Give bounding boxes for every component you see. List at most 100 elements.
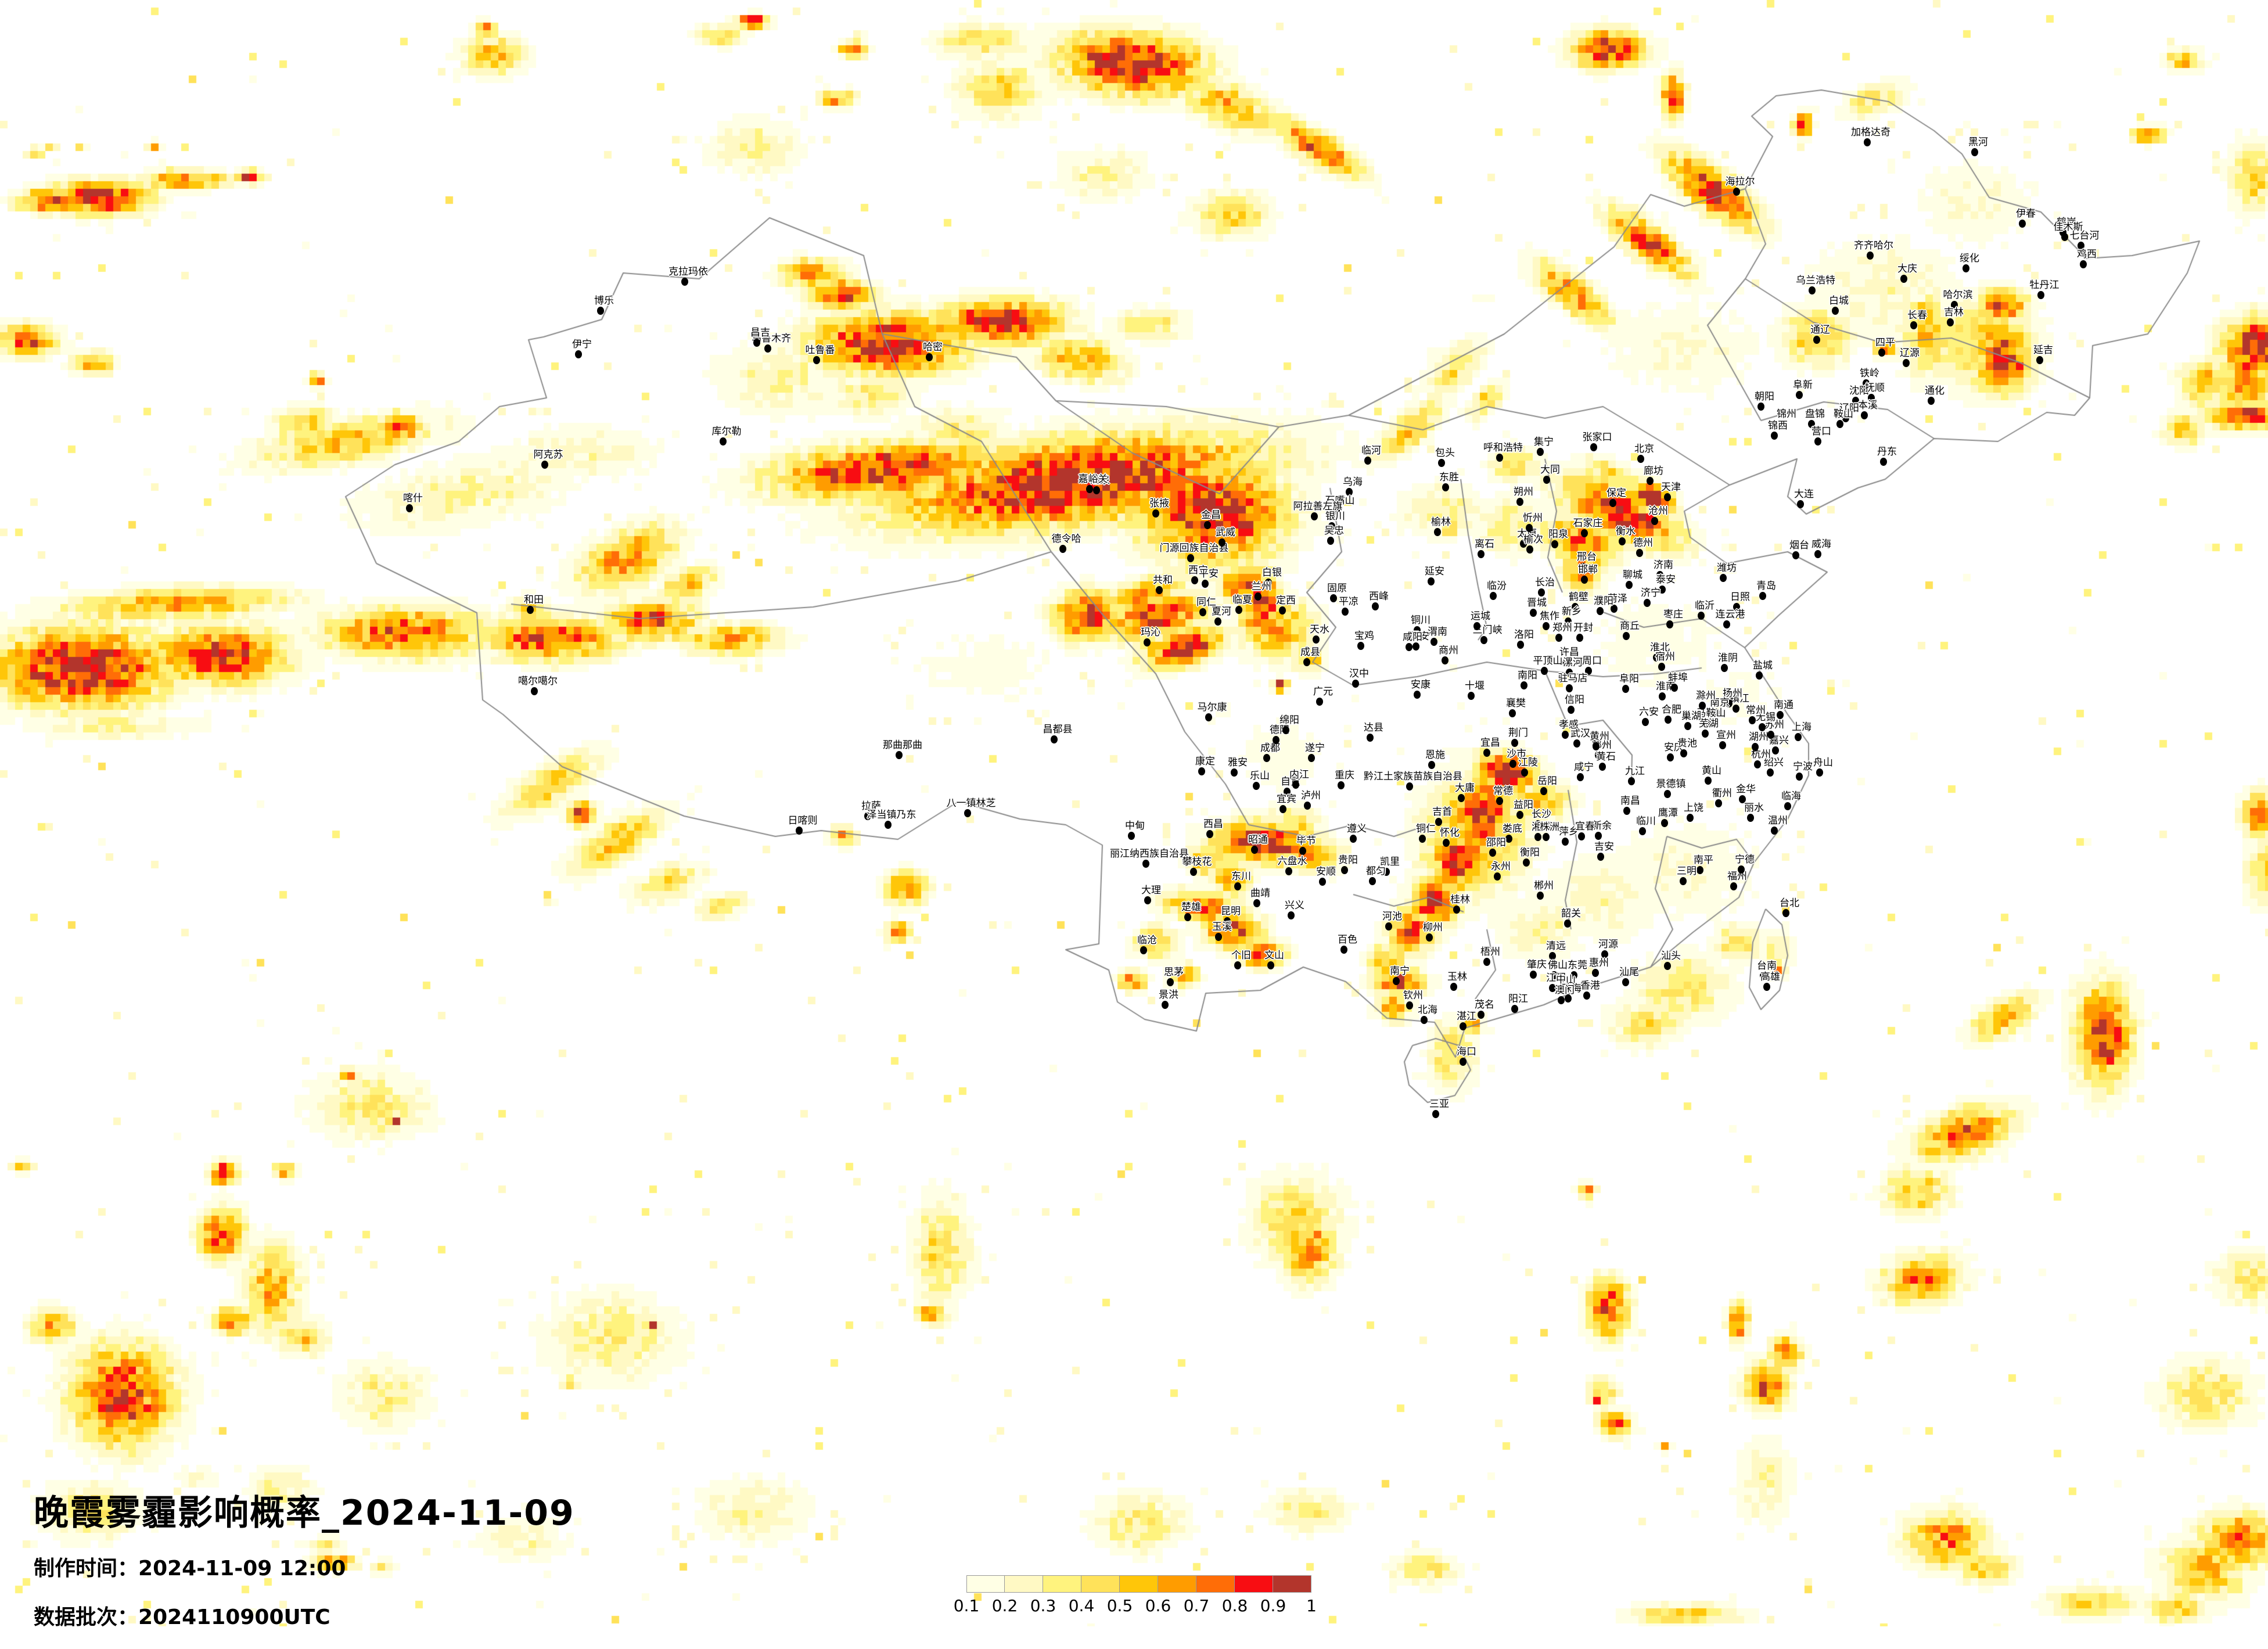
city-label: 宜昌 [1480, 737, 1500, 749]
city-label: 台南 [1757, 960, 1777, 972]
city-dot [1338, 781, 1345, 789]
city-dot [575, 350, 582, 358]
city-dot [1421, 1016, 1428, 1024]
city-dot [1453, 906, 1460, 914]
city-dot [1253, 782, 1260, 790]
city-label: 都匀 [1366, 865, 1386, 877]
city-dot [1816, 768, 1823, 777]
legend-tick-label: 0.9 [1260, 1596, 1286, 1615]
city-label: 鹰潭 [1658, 807, 1678, 819]
city-label: 东莞 [1568, 960, 1587, 971]
city-dot [1330, 594, 1337, 602]
city-dot [1383, 868, 1390, 876]
city-dot [1637, 455, 1644, 463]
city-label: 恩施 [1425, 749, 1445, 761]
city-dot [1733, 705, 1739, 713]
city-dot [1639, 827, 1646, 835]
city-dot [597, 307, 604, 315]
city-label: 孝感 [1559, 719, 1579, 731]
city-label: 洛阳 [1514, 629, 1534, 641]
city-dot [1581, 529, 1588, 537]
city-dot [1311, 512, 1318, 520]
city-dot [1777, 711, 1784, 719]
city-label: 成县 [1300, 646, 1320, 658]
city-dot [1434, 528, 1441, 536]
city-label: 宁德 [1735, 854, 1755, 865]
city-label: 宿州 [1655, 651, 1675, 663]
city-label: 佛山 [1548, 960, 1568, 971]
city-dot [1698, 612, 1705, 620]
city-dot [1460, 1022, 1467, 1030]
city-dot [1590, 443, 1597, 451]
city-label: 大连 [1794, 488, 1814, 500]
city-dot [1573, 739, 1580, 748]
city-label: 湘潭 [1532, 821, 1551, 833]
city-dot [1642, 718, 1649, 726]
city-label: 信阳 [1565, 694, 1584, 706]
city-label: 东川 [1231, 871, 1251, 882]
city-label: 南京 [1710, 697, 1730, 709]
city-label: 廊坊 [1644, 465, 1663, 477]
city-dot [1478, 550, 1485, 558]
city-label: 清远 [1546, 940, 1566, 952]
city-dot [1626, 581, 1633, 589]
city-dot [1842, 414, 1849, 422]
city-label: 盘锦 [1805, 408, 1825, 420]
city-dot [1664, 493, 1671, 501]
city-dot [1517, 641, 1524, 649]
city-label: 三明 [1677, 865, 1696, 877]
city-label: 衡阳 [1520, 847, 1540, 858]
city-label: 澳门 [1555, 985, 1575, 996]
city-dot [1273, 736, 1279, 744]
city-label: 日照 [1730, 591, 1750, 603]
city-dot [1796, 391, 1803, 399]
city-dot [1215, 933, 1222, 941]
city-label: 博乐 [594, 295, 614, 307]
city-label: 渭南 [1428, 626, 1447, 638]
city-dot [1733, 188, 1740, 196]
city-label: 聊城 [1623, 569, 1642, 581]
city-label: 八一镇林芝 [946, 797, 996, 809]
city-label: 宜春 [1575, 821, 1595, 832]
city-dot [1658, 663, 1665, 671]
legend-tick-label: 0.4 [1068, 1596, 1095, 1615]
city-label: 昌吉 [750, 327, 770, 339]
city-label: 噶尔噶尔 [518, 676, 558, 687]
city-dot [1928, 397, 1935, 405]
city-dot [796, 827, 803, 835]
city-label: 临河 [1361, 445, 1381, 457]
city-dot [1581, 576, 1588, 584]
city-dot [1784, 802, 1791, 810]
city-label: 大理 [1141, 885, 1161, 896]
city-label: 温州 [1768, 815, 1788, 827]
city-label: 乌兰浩特 [1796, 275, 1835, 286]
city-label: 海拉尔 [1725, 176, 1755, 188]
city-label: 柳州 [1423, 922, 1443, 933]
city-label: 郴州 [1534, 880, 1554, 892]
city-dot [1623, 807, 1630, 815]
city-label: 遂宁 [1305, 742, 1325, 754]
city-dot [1263, 754, 1270, 762]
city-label: 哈密 [923, 342, 943, 353]
city-label: 济南 [1654, 559, 1673, 571]
city-dot [1204, 521, 1211, 529]
city-label: 咸宁 [1574, 761, 1594, 773]
city-dot [2037, 291, 2044, 299]
city-label: 哈尔滨 [1943, 289, 1973, 301]
city-dot [1543, 622, 1550, 630]
city-dot [1206, 830, 1213, 838]
city-dot [1705, 777, 1712, 785]
city-label: 锦西 [1768, 420, 1788, 432]
city-label: 朔州 [1514, 486, 1533, 498]
city-dot [1438, 459, 1445, 467]
city-label: 加格达奇 [1851, 127, 1890, 138]
city-dot [964, 809, 971, 817]
city-dot [1947, 318, 1954, 326]
city-dot [1140, 946, 1147, 954]
city-label: 金昌 [1201, 509, 1221, 521]
city-dot [1780, 420, 1787, 428]
city-label: 泸州 [1301, 790, 1321, 802]
city-label: 拉萨 [861, 800, 881, 812]
city-label: 安庆 [1664, 742, 1684, 753]
